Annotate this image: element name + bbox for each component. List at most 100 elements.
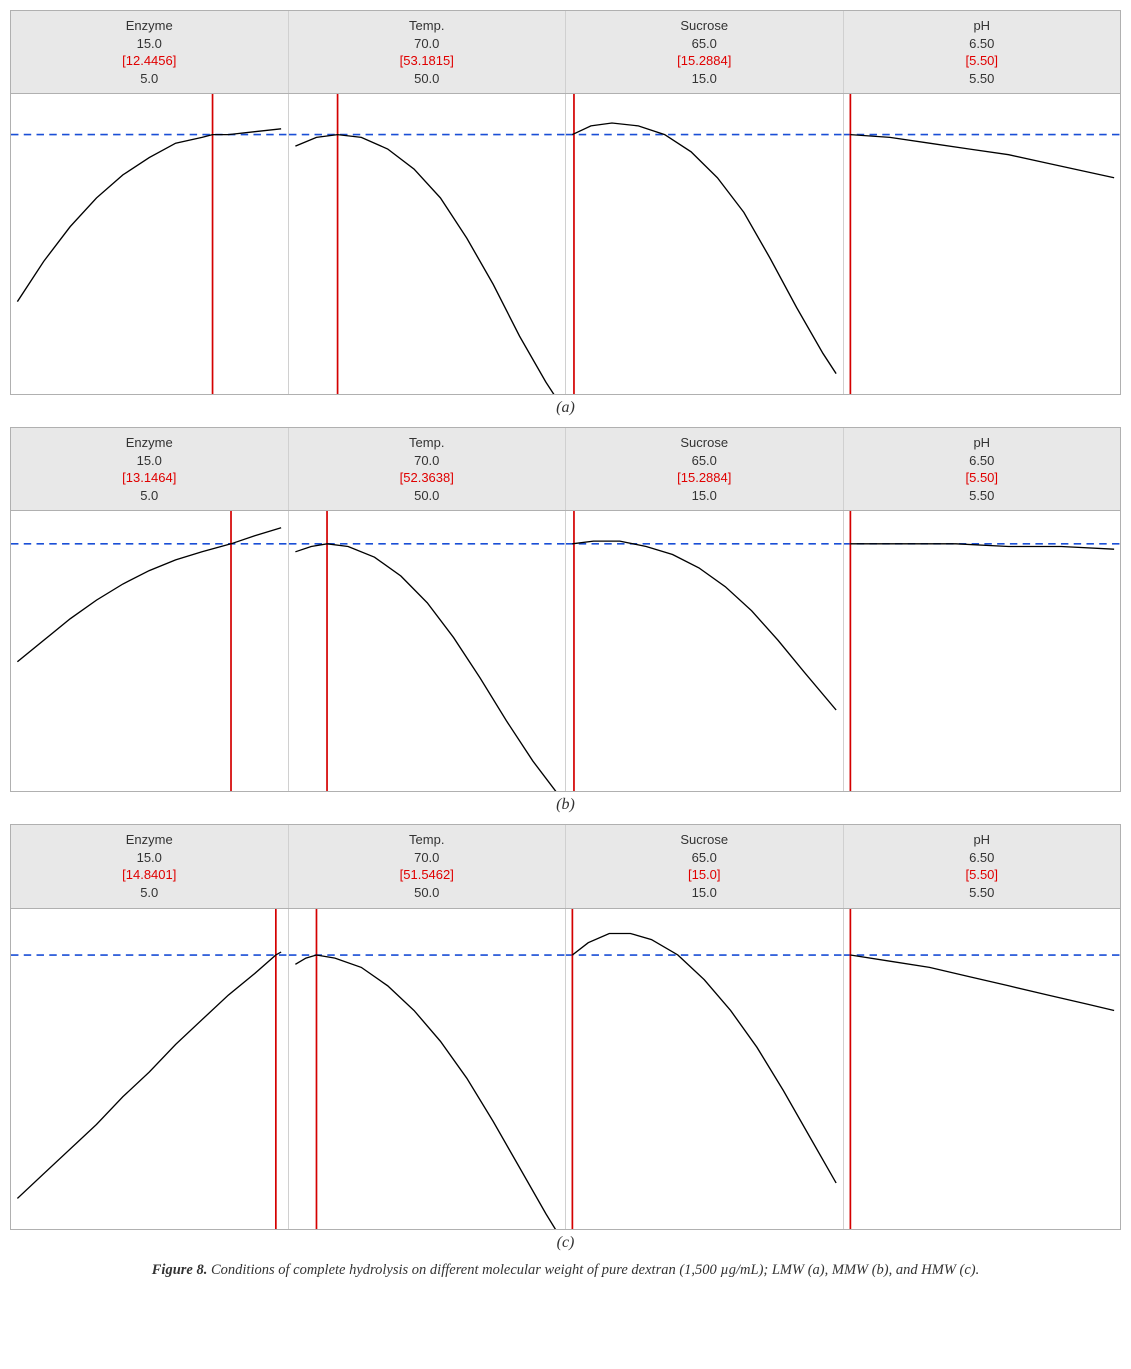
response-curve: [295, 955, 559, 1229]
factor-upper: 70.0: [293, 452, 562, 470]
header-cell: Temp.70.0[53.1815]50.0: [289, 11, 567, 93]
factor-upper: 6.50: [848, 849, 1117, 867]
factor-name: Enzyme: [15, 17, 284, 35]
factor-opt: [53.1815]: [293, 52, 562, 70]
factor-name: Sucrose: [570, 434, 839, 452]
factor-opt: [15.2884]: [570, 52, 839, 70]
factor-opt: [12.4456]: [15, 52, 284, 70]
chart-cell: [844, 94, 1121, 394]
chart-cell: [566, 511, 844, 791]
header-cell: Sucrose65.0[15.0]15.0: [566, 825, 844, 907]
factor-lower: 50.0: [293, 70, 562, 88]
chart-svg: [844, 909, 1121, 1229]
response-curve: [17, 129, 281, 302]
header-cell: Temp.70.0[52.3638]50.0: [289, 428, 567, 510]
factor-lower: 15.0: [570, 70, 839, 88]
factor-name: pH: [848, 434, 1117, 452]
response-curve: [17, 528, 281, 662]
factor-upper: 65.0: [570, 849, 839, 867]
panel-sublabel: (a): [10, 399, 1121, 417]
response-curve: [295, 135, 559, 394]
chart-cell: [844, 909, 1121, 1229]
chart-cell: [11, 909, 289, 1229]
header-cell: Enzyme15.0[12.4456]5.0: [11, 11, 289, 93]
response-curve: [572, 123, 836, 374]
factor-opt: [51.5462]: [293, 866, 562, 884]
factor-upper: 6.50: [848, 452, 1117, 470]
factor-opt: [13.1464]: [15, 469, 284, 487]
header-cell: Enzyme15.0[14.8401]5.0: [11, 825, 289, 907]
header-cell: Temp.70.0[51.5462]50.0: [289, 825, 567, 907]
caption-label: Figure 8.: [152, 1262, 208, 1278]
factor-upper: 15.0: [15, 849, 284, 867]
response-curve: [17, 952, 281, 1198]
chart-svg: [289, 511, 566, 791]
factor-upper: 70.0: [293, 849, 562, 867]
figure-root: Enzyme15.0[12.4456]5.0Temp.70.0[53.1815]…: [10, 10, 1121, 1252]
response-curve: [572, 933, 836, 1183]
factor-name: pH: [848, 831, 1117, 849]
panel-sublabel: (b): [10, 796, 1121, 814]
response-curve: [295, 544, 559, 791]
response-curve: [850, 544, 1114, 549]
factor-upper: 65.0: [570, 452, 839, 470]
factor-lower: 5.0: [15, 884, 284, 902]
figure-caption: Figure 8. Conditions of complete hydroly…: [10, 1262, 1121, 1279]
chart-cell: [566, 94, 844, 394]
chart-svg: [289, 94, 566, 394]
factor-lower: 50.0: [293, 884, 562, 902]
panel-header-row: Enzyme15.0[13.1464]5.0Temp.70.0[52.3638]…: [10, 427, 1121, 511]
header-cell: pH6.50[5.50]5.50: [844, 428, 1121, 510]
panel-b: Enzyme15.0[13.1464]5.0Temp.70.0[52.3638]…: [10, 427, 1121, 814]
chart-cell: [289, 909, 567, 1229]
factor-name: Enzyme: [15, 831, 284, 849]
panel-sublabel: (c): [10, 1234, 1121, 1252]
factor-upper: 65.0: [570, 35, 839, 53]
chart-svg: [11, 909, 288, 1229]
factor-name: Temp.: [293, 17, 562, 35]
chart-svg: [566, 511, 843, 791]
factor-upper: 70.0: [293, 35, 562, 53]
chart-svg: [844, 511, 1121, 791]
panel-a: Enzyme15.0[12.4456]5.0Temp.70.0[53.1815]…: [10, 10, 1121, 417]
chart-cell: [844, 511, 1121, 791]
factor-opt: [5.50]: [848, 866, 1117, 884]
factor-name: Sucrose: [570, 831, 839, 849]
factor-lower: 50.0: [293, 487, 562, 505]
chart-row: [10, 909, 1121, 1230]
factor-name: Sucrose: [570, 17, 839, 35]
factor-lower: 15.0: [570, 487, 839, 505]
chart-cell: [289, 94, 567, 394]
panel-header-row: Enzyme15.0[14.8401]5.0Temp.70.0[51.5462]…: [10, 824, 1121, 908]
factor-lower: 5.50: [848, 884, 1117, 902]
factor-lower: 5.50: [848, 487, 1117, 505]
header-cell: Sucrose65.0[15.2884]15.0: [566, 428, 844, 510]
factor-lower: 5.50: [848, 70, 1117, 88]
factor-name: Enzyme: [15, 434, 284, 452]
chart-row: [10, 511, 1121, 792]
chart-svg: [11, 511, 288, 791]
factor-opt: [5.50]: [848, 469, 1117, 487]
factor-opt: [52.3638]: [293, 469, 562, 487]
factor-name: Temp.: [293, 434, 562, 452]
factor-upper: 15.0: [15, 452, 284, 470]
factor-opt: [5.50]: [848, 52, 1117, 70]
response-curve: [572, 541, 836, 710]
factor-name: Temp.: [293, 831, 562, 849]
header-cell: pH6.50[5.50]5.50: [844, 11, 1121, 93]
factor-lower: 15.0: [570, 884, 839, 902]
chart-cell: [289, 511, 567, 791]
response-curve: [850, 135, 1114, 178]
chart-svg: [11, 94, 288, 394]
header-cell: Enzyme15.0[13.1464]5.0: [11, 428, 289, 510]
factor-opt: [15.2884]: [570, 469, 839, 487]
factor-opt: [14.8401]: [15, 866, 284, 884]
factor-name: pH: [848, 17, 1117, 35]
chart-svg: [566, 909, 843, 1229]
chart-cell: [566, 909, 844, 1229]
chart-cell: [11, 94, 289, 394]
factor-upper: 6.50: [848, 35, 1117, 53]
factor-lower: 5.0: [15, 487, 284, 505]
caption-text: Conditions of complete hydrolysis on dif…: [207, 1262, 979, 1278]
factor-upper: 15.0: [15, 35, 284, 53]
